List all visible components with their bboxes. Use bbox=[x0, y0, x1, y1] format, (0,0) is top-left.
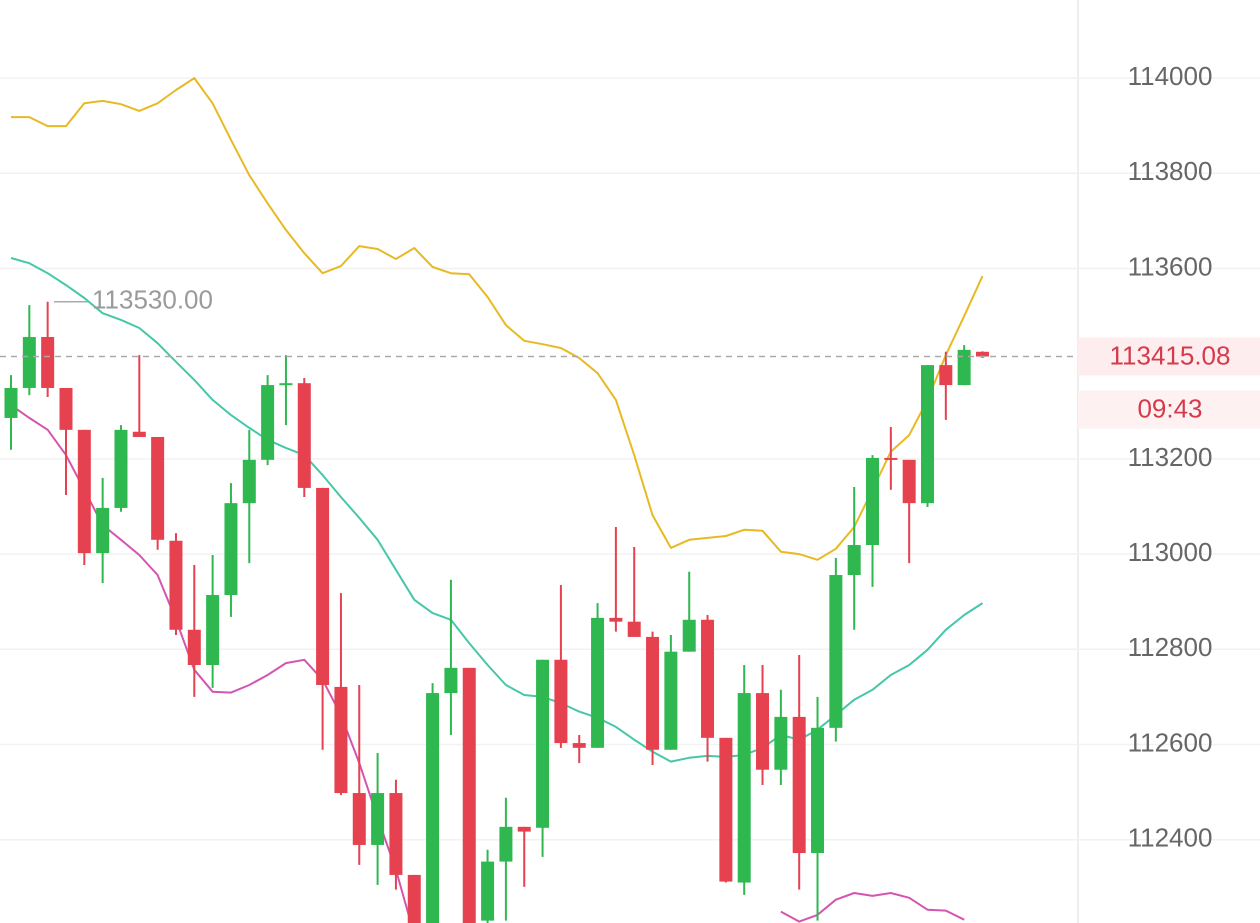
candle-body bbox=[187, 629, 201, 665]
y-tick-label: 112800 bbox=[1128, 632, 1213, 662]
candle-body bbox=[591, 617, 605, 748]
candles bbox=[4, 301, 989, 923]
candle-body bbox=[756, 693, 770, 770]
candle-body bbox=[847, 545, 861, 576]
candle-body bbox=[261, 385, 275, 460]
candle-body bbox=[627, 621, 641, 637]
candle-body bbox=[407, 874, 421, 923]
candle-body bbox=[811, 727, 825, 854]
candle-body bbox=[884, 457, 898, 460]
y-tick-label: 113800 bbox=[1128, 156, 1213, 186]
y-tick-label: 113600 bbox=[1128, 251, 1213, 281]
candle-body bbox=[536, 659, 550, 828]
candle-body bbox=[444, 667, 458, 694]
candle-body bbox=[352, 793, 366, 845]
candle-body bbox=[4, 387, 18, 418]
candle-body bbox=[682, 619, 696, 652]
high-annotation: 113530.00 bbox=[92, 285, 213, 315]
y-tick-label: 112600 bbox=[1128, 727, 1213, 757]
candle-body bbox=[59, 387, 73, 430]
candle-body bbox=[902, 459, 916, 504]
candle-body bbox=[169, 540, 183, 630]
candle-body bbox=[77, 429, 91, 554]
countdown-box bbox=[1078, 390, 1260, 429]
candle-body bbox=[279, 383, 293, 386]
countdown-label: 09:43 bbox=[1137, 393, 1202, 423]
y-axis: 112400 112600 112800 113000 113200 113600 1138… bbox=[1128, 61, 1213, 853]
candle-body bbox=[114, 429, 128, 508]
candle-body bbox=[664, 651, 678, 750]
candle-body bbox=[517, 826, 531, 832]
candle-body bbox=[41, 337, 55, 388]
candle-body bbox=[774, 716, 788, 770]
y-tick-label: 113000 bbox=[1128, 537, 1213, 567]
candle-body bbox=[975, 351, 989, 357]
last-price-box bbox=[1078, 337, 1260, 376]
candle-body bbox=[481, 861, 495, 921]
candle-body bbox=[22, 337, 36, 388]
candle-body bbox=[462, 667, 476, 923]
candle-body bbox=[957, 349, 971, 386]
indicator-line bbox=[10, 257, 984, 763]
candle-body bbox=[371, 793, 385, 845]
candle-body bbox=[206, 595, 220, 665]
candle-body bbox=[866, 457, 880, 546]
candle-body bbox=[389, 793, 403, 875]
candle-body bbox=[334, 686, 348, 794]
candle-body bbox=[829, 575, 843, 728]
candle-body bbox=[297, 383, 311, 488]
y-tick-label: 112400 bbox=[1128, 823, 1213, 853]
y-tick-label: 114000 bbox=[1128, 61, 1213, 91]
candle-body bbox=[609, 617, 623, 622]
candle-body bbox=[96, 507, 110, 554]
indicator-line bbox=[780, 892, 965, 923]
candle-body bbox=[792, 716, 806, 854]
candle-body bbox=[151, 436, 165, 540]
candle-body bbox=[132, 431, 146, 437]
y-tick-label: 113200 bbox=[1128, 442, 1213, 472]
candle-body bbox=[646, 636, 660, 750]
indicator-line bbox=[11, 77, 984, 561]
candle-body bbox=[426, 693, 440, 923]
candle-body bbox=[572, 743, 586, 748]
candle-body bbox=[242, 459, 256, 504]
candle-body bbox=[554, 659, 568, 744]
candle-body bbox=[939, 365, 953, 386]
last-price-label: 113415.08 bbox=[1110, 340, 1231, 370]
candle-body bbox=[737, 693, 751, 883]
candle-body bbox=[921, 365, 934, 504]
candle-body bbox=[701, 619, 715, 738]
candle-body bbox=[719, 737, 733, 882]
candle-body bbox=[224, 503, 238, 596]
grid bbox=[0, 77, 1260, 841]
overlay: 113530.00 113415.08 09:43 bbox=[0, 285, 1260, 429]
candle-body bbox=[499, 826, 513, 862]
candle-body bbox=[316, 487, 330, 685]
